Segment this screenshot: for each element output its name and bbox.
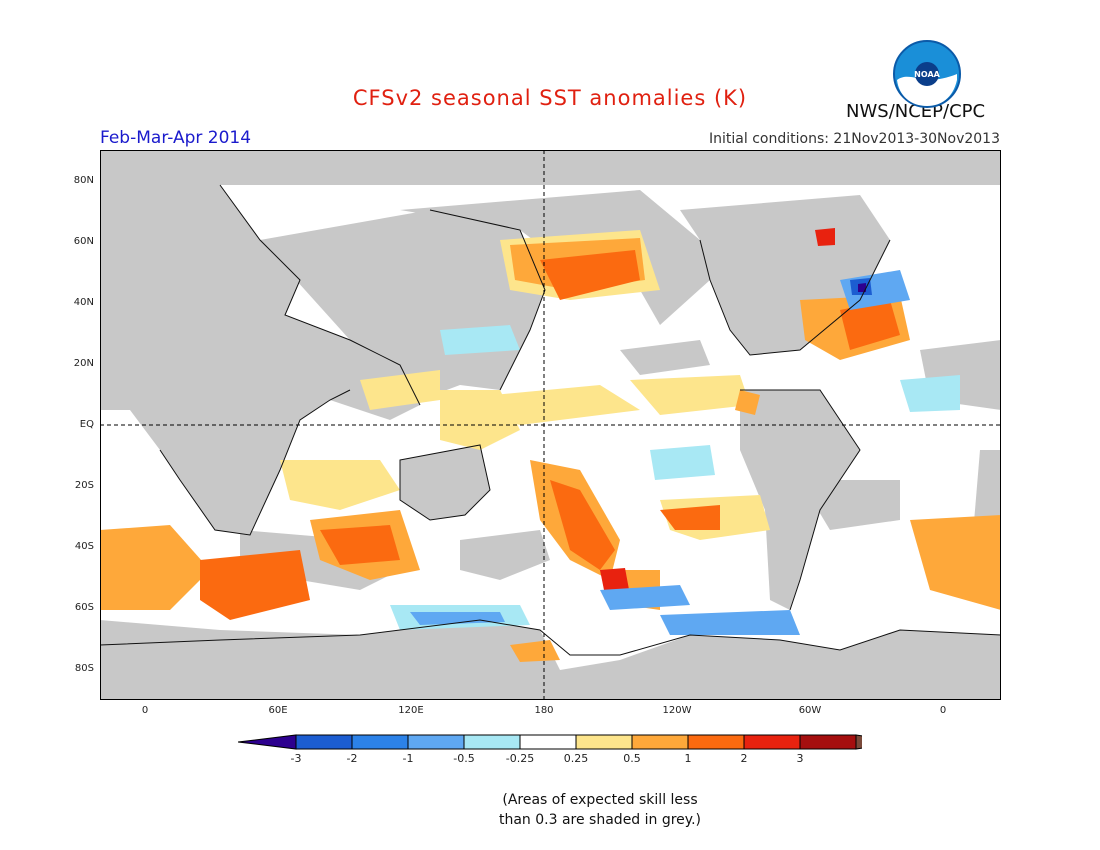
colorbar-tick-label: 3 xyxy=(796,752,804,765)
colorbar-bin xyxy=(407,734,465,750)
forecast-period: Feb-Mar-Apr 2014 xyxy=(100,128,252,148)
lat-label: 40N xyxy=(73,297,94,308)
colorbar-bin xyxy=(743,734,801,750)
skill-note: (Areas of expected skill less than 0.3 a… xyxy=(440,790,760,830)
lon-label: 0 xyxy=(141,705,149,716)
noaa-logo-text: NOAA xyxy=(914,70,940,79)
colorbar-tick-label: -0.25 xyxy=(505,752,535,765)
colorbar-bin xyxy=(799,734,857,750)
colorbar-bin xyxy=(295,734,353,750)
colorbar-tick-label: 1 xyxy=(684,752,692,765)
colorbar-right-arrow xyxy=(855,734,862,750)
lon-label: 60W xyxy=(798,705,822,716)
lon-label: 120E xyxy=(398,705,424,716)
colorbar-tick-label: -1 xyxy=(402,752,414,765)
skill-note-line: (Areas of expected skill less xyxy=(502,792,698,808)
lon-label: 60E xyxy=(268,705,288,716)
colorbar-tick-label: 0.5 xyxy=(623,752,641,765)
lat-label: 20S xyxy=(74,480,94,491)
initial-conditions: Initial conditions: 21Nov2013-30Nov2013 xyxy=(709,131,1000,147)
coastlines xyxy=(100,184,1001,656)
map-frame xyxy=(100,150,1001,700)
colorbar-tick-label: 0.25 xyxy=(563,752,589,765)
colorbar-bin xyxy=(575,734,633,750)
lat-label: EQ xyxy=(79,419,94,430)
sst-anomaly-map xyxy=(100,150,1001,700)
colorbar-tick-label: -3 xyxy=(290,752,302,765)
colorbar-left-arrow xyxy=(238,734,297,750)
lat-label: 80S xyxy=(74,663,94,674)
colorbar-bin xyxy=(519,734,577,750)
colorbar-tick-label: 2 xyxy=(740,752,748,765)
noaa-logo: NOAA xyxy=(893,40,961,108)
lon-label: 0 xyxy=(939,705,947,716)
lon-label: 120W xyxy=(662,705,692,716)
skill-note-line: than 0.3 are shaded in grey.) xyxy=(498,812,701,828)
lat-label: 20N xyxy=(73,358,94,369)
chart-title: CFSv2 seasonal SST anomalies (K) xyxy=(352,86,748,110)
colorbar-bin xyxy=(631,734,689,750)
agency-label: NWS/NCEP/CPC xyxy=(846,101,986,122)
negative-anomalies xyxy=(390,270,960,635)
colorbar-bin xyxy=(463,734,521,750)
lat-label: 60N xyxy=(73,236,94,247)
colorbar-bin xyxy=(351,734,409,750)
colorbar-tick-label: -0.5 xyxy=(453,752,475,765)
colorbar-bin xyxy=(687,734,745,750)
colorbar xyxy=(238,734,862,750)
lat-label: 40S xyxy=(74,541,94,552)
lat-label: 80N xyxy=(73,175,94,186)
colorbar-tick-label: -2 xyxy=(346,752,358,765)
lon-label: 180 xyxy=(534,705,554,716)
lat-label: 60S xyxy=(74,602,94,613)
